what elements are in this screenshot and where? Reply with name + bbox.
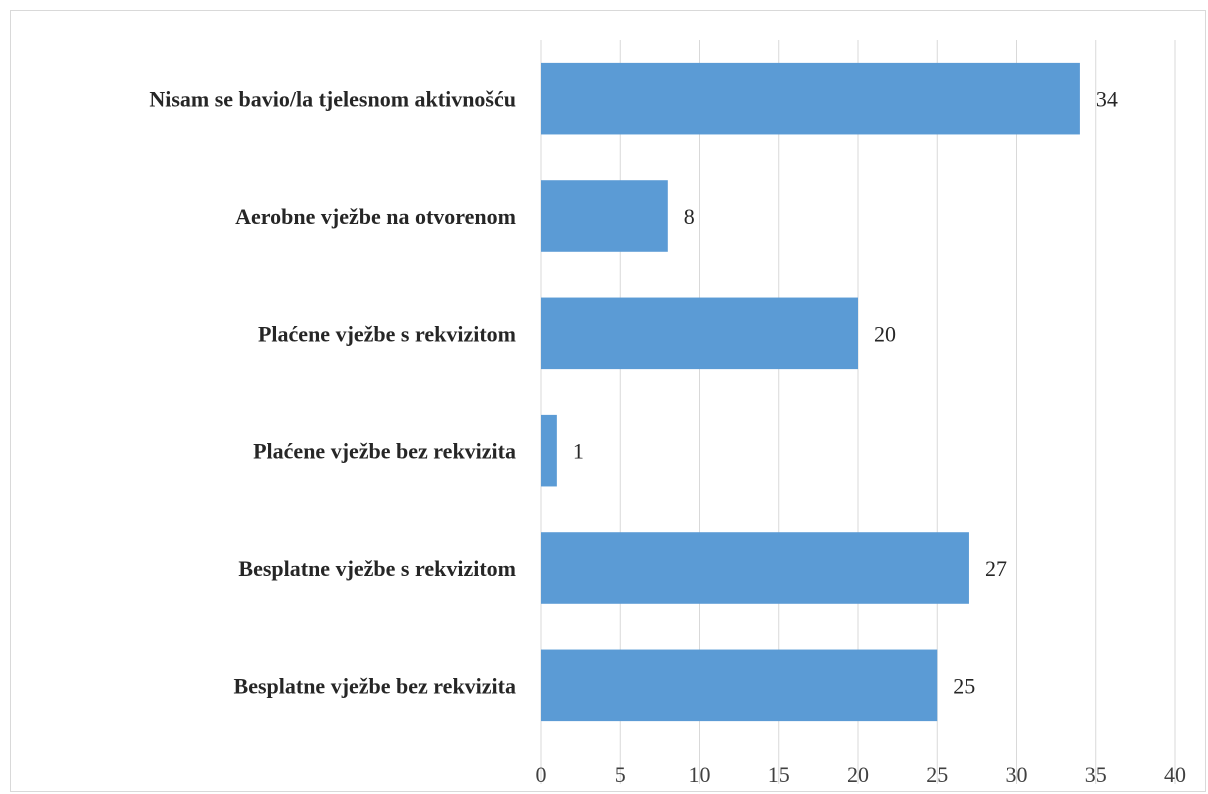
value-labels: 34 8 20 1 27 25 — [573, 87, 1118, 699]
x-tick-label-25: 25 — [926, 762, 948, 787]
category-label-placene-vjezbe-s-rekvizitom: Plaćene vježbe s rekvizitom — [258, 321, 516, 346]
x-tick-label-15: 15 — [768, 762, 790, 787]
x-axis-tick-labels: 0 5 10 15 20 25 30 35 40 — [536, 762, 1187, 787]
category-labels: Nisam se bavio/la tjelesnom aktivnošću Ae… — [149, 87, 516, 699]
category-label-besplatne-vjezbe-bez-rekvizita: Besplatne vježbe bez rekvizita — [234, 673, 516, 698]
bar-placene-vjezbe-s-rekvizitom — [541, 297, 858, 370]
value-label-aerobne-vjezbe-na-otvorenom: 8 — [684, 204, 695, 229]
bar-nisam-se-bavio-la-tjelesnom-aktivnoscu — [541, 62, 1080, 135]
value-label-placene-vjezbe-bez-rekvizita: 1 — [573, 439, 584, 464]
value-label-besplatne-vjezbe-bez-rekvizita: 25 — [953, 673, 975, 698]
category-label-besplatne-vjezbe-s-rekvizitom: Besplatne vježbe s rekvizitom — [238, 556, 516, 581]
x-tick-label-0: 0 — [536, 762, 547, 787]
x-tick-label-35: 35 — [1085, 762, 1107, 787]
category-label-aerobne-vjezbe-na-otvorenom: Aerobne vježbe na otvorenom — [235, 204, 516, 229]
category-label-placene-vjezbe-bez-rekvizita: Plaćene vježbe bez rekvizita — [253, 439, 516, 464]
x-tick-label-20: 20 — [847, 762, 869, 787]
value-label-besplatne-vjezbe-s-rekvizitom: 27 — [985, 556, 1007, 581]
category-label-nisam-se-bavio-la-tjelesnom-aktivnoscu: Nisam se bavio/la tjelesnom aktivnošću — [149, 87, 516, 112]
x-tick-label-30: 30 — [1006, 762, 1028, 787]
bar-placene-vjezbe-bez-rekvizita — [541, 414, 557, 487]
bar-aerobne-vjezbe-na-otvorenom — [541, 180, 668, 252]
value-label-nisam-se-bavio-la-tjelesnom-aktivnoscu: 34 — [1096, 87, 1118, 112]
bars — [541, 62, 1080, 722]
x-tick-label-5: 5 — [615, 762, 626, 787]
x-tick-label-10: 10 — [689, 762, 711, 787]
value-label-placene-vjezbe-s-rekvizitom: 20 — [874, 321, 896, 346]
bar-besplatne-vjezbe-bez-rekvizita — [541, 649, 938, 722]
bar-besplatne-vjezbe-s-rekvizitom — [541, 532, 969, 604]
x-tick-label-40: 40 — [1164, 762, 1186, 787]
